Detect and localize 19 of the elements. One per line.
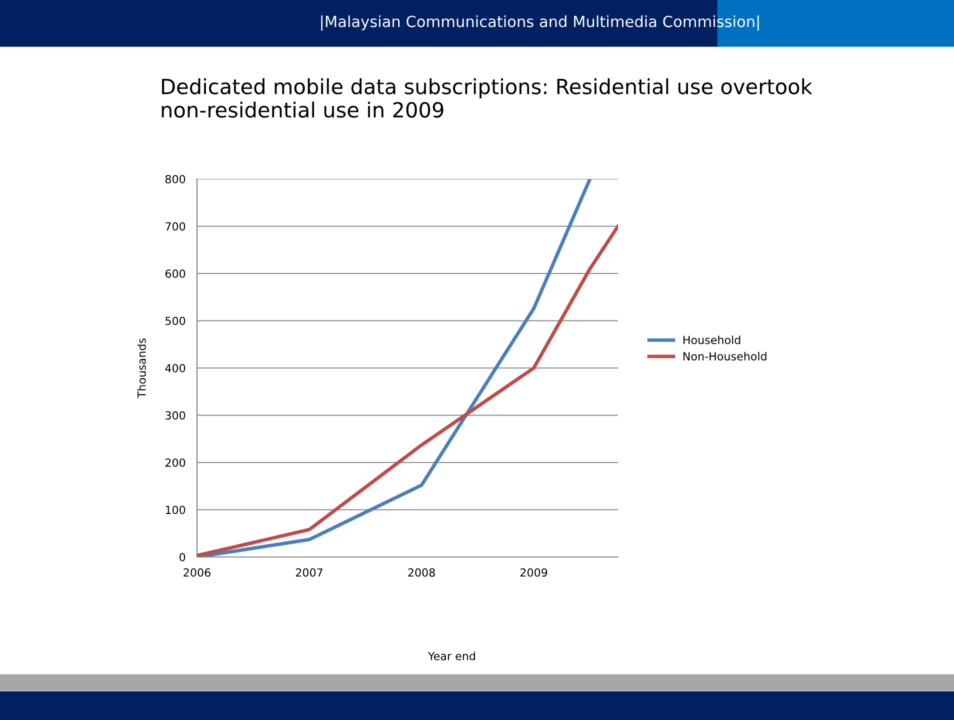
x-tick-label: 2007 [296, 568, 322, 577]
y-tick-label: 300 [166, 411, 186, 420]
text: |Malaysian Communications and Multimedia Commission| [321, 15, 759, 31]
y-tick-label: 800 [165, 174, 186, 184]
y-tick-label: 200 [165, 458, 186, 467]
y-tick-label: 100 [166, 506, 186, 514]
x-tick-label: 2009 [520, 568, 548, 577]
x-tick-label: 2008 [408, 568, 435, 577]
y-tick-label: 700 [166, 222, 186, 231]
x-tick-label: 2006 [184, 568, 210, 577]
y-tick-label: 400 [165, 364, 186, 372]
chart-title: Dedicated mobile data subscriptions: Residential use overtook non-residential use in 2009 [162, 78, 812, 118]
y-tick-label: 0 [180, 552, 186, 562]
legend-label: Household [683, 336, 740, 344]
y-tick-label: 500 [166, 316, 186, 326]
text: Year end [428, 652, 475, 660]
y-tick-label: 600 [165, 269, 186, 278]
y-axis-title: Thousands [137, 338, 146, 398]
legend-label: Non-Household [683, 352, 766, 360]
